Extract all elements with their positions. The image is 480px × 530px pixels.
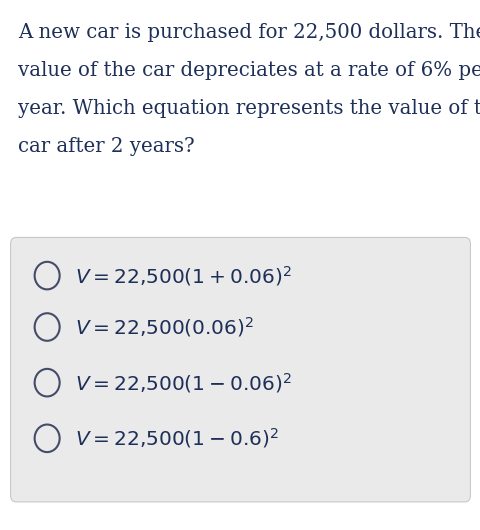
Text: $V = 22{,}500(1 - 0.6)^2$: $V = 22{,}500(1 - 0.6)^2$: [74, 426, 278, 450]
Circle shape: [35, 425, 60, 452]
Text: $V = 22{,}500(0.06)^2$: $V = 22{,}500(0.06)^2$: [74, 315, 253, 339]
Text: year. Which equation represents the value of the: year. Which equation represents the valu…: [18, 99, 480, 118]
Circle shape: [35, 313, 60, 341]
Text: $V = 22{,}500(1 - 0.06)^2$: $V = 22{,}500(1 - 0.06)^2$: [74, 370, 290, 395]
Circle shape: [35, 369, 60, 396]
Text: car after 2 years?: car after 2 years?: [18, 137, 194, 156]
Circle shape: [35, 262, 60, 289]
Text: value of the car depreciates at a rate of 6% per: value of the car depreciates at a rate o…: [18, 61, 480, 80]
Text: $V = 22{,}500(1 + 0.06)^2$: $V = 22{,}500(1 + 0.06)^2$: [74, 263, 290, 288]
FancyBboxPatch shape: [11, 237, 469, 502]
Text: A new car is purchased for 22,500 dollars. The: A new car is purchased for 22,500 dollar…: [18, 23, 480, 42]
